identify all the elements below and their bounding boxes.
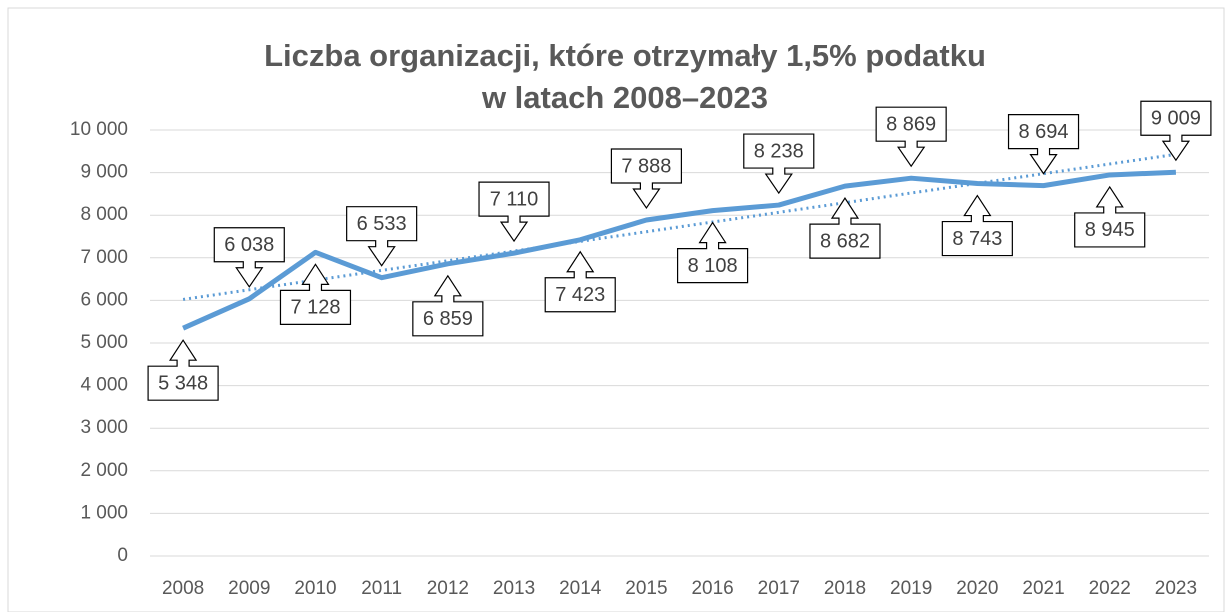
callout [1140, 100, 1212, 162]
x-tick-label: 2009 [228, 578, 270, 599]
data-label: 8 238 [754, 140, 804, 162]
callout [809, 197, 881, 259]
callout [346, 206, 418, 267]
x-tick-label: 2012 [427, 578, 469, 599]
data-label: 6 038 [224, 234, 274, 256]
x-tick-label: 2016 [691, 578, 733, 599]
chart-title: Liczba organizacji, które otrzymały 1,5%… [264, 38, 986, 73]
callout [147, 339, 219, 401]
data-label: 8 945 [1085, 219, 1135, 241]
data-label: 7 423 [555, 284, 605, 306]
callout [478, 181, 550, 243]
data-label: 7 110 [490, 188, 539, 210]
x-tick-label: 2013 [493, 578, 535, 599]
y-tick-label: 4 000 [80, 375, 128, 396]
data-label: 8 869 [886, 113, 936, 135]
x-tick-label: 2010 [294, 578, 336, 599]
x-tick-label: 2015 [625, 578, 667, 599]
y-tick-label: 7 000 [80, 247, 128, 268]
data-label: 8 694 [1019, 121, 1069, 143]
chart-title: w latach 2008–2023 [481, 80, 768, 115]
callout [279, 263, 352, 325]
y-tick-label: 0 [117, 545, 128, 566]
y-tick-label: 10 000 [70, 119, 128, 140]
data-label: 6 859 [423, 308, 473, 330]
callout [875, 106, 947, 168]
data-label: 6 533 [357, 213, 407, 235]
data-label: 7 128 [290, 297, 340, 319]
x-tick-label: 2022 [1089, 578, 1131, 599]
x-tick-label: 2018 [824, 578, 866, 599]
callout [610, 148, 683, 210]
callout [941, 194, 1013, 257]
callout [213, 227, 285, 288]
data-line [182, 169, 1177, 331]
callout [743, 133, 815, 195]
x-tick-label: 2023 [1155, 578, 1197, 599]
callout [676, 221, 749, 284]
data-label: 8 682 [820, 230, 870, 252]
callout [412, 274, 484, 337]
y-tick-label: 8 000 [80, 204, 128, 225]
data-label: 7 888 [621, 155, 671, 177]
x-tick-label: 2011 [361, 578, 402, 599]
x-tick-label: 2021 [1022, 578, 1064, 599]
data-label: 8 108 [688, 255, 738, 277]
x-tick-label: 2008 [162, 578, 204, 599]
callout [1007, 114, 1080, 175]
data-label: 5 348 [158, 372, 208, 394]
y-tick-label: 1 000 [80, 502, 128, 523]
y-tick-label: 5 000 [80, 332, 128, 353]
chart-frame [7, 7, 1225, 612]
x-tick-label: 2017 [758, 578, 800, 599]
y-tick-label: 6 000 [80, 289, 128, 310]
callout [1074, 185, 1146, 248]
y-tick-label: 2 000 [80, 460, 128, 481]
x-tick-label: 2020 [956, 578, 998, 599]
y-tick-label: 9 000 [80, 162, 128, 183]
data-label: 8 743 [952, 228, 1002, 250]
x-tick-label: 2019 [890, 578, 932, 599]
y-tick-label: 3 000 [80, 417, 128, 438]
x-tick-label: 2014 [559, 578, 602, 599]
data-label: 9 009 [1151, 107, 1201, 129]
callout [544, 250, 616, 313]
